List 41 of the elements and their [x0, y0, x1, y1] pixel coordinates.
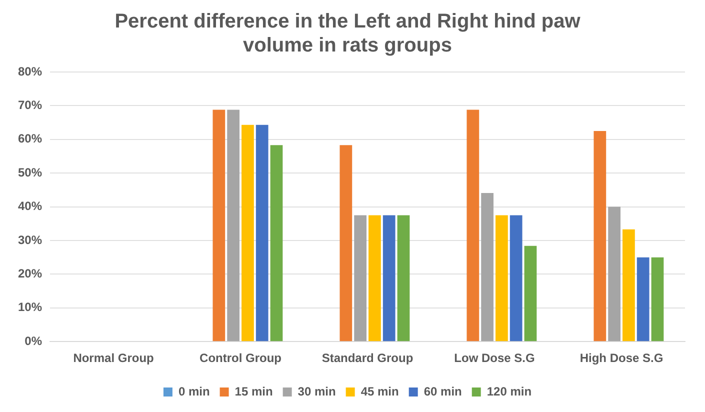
legend-label: 30 min — [298, 384, 336, 398]
bar — [340, 145, 352, 342]
y-tick-label: 10% — [18, 300, 42, 314]
bar — [510, 215, 522, 342]
bar — [466, 110, 480, 342]
x-tick-label: High Dose S.G — [580, 351, 664, 366]
y-tick-label: 50% — [18, 165, 42, 180]
x-tick-label: Control Group — [200, 351, 282, 366]
bar — [622, 229, 635, 342]
bar — [496, 215, 508, 342]
bar — [397, 215, 410, 342]
bar — [524, 246, 537, 342]
y-tick-label: 40% — [18, 199, 42, 214]
y-tick-label: 30% — [18, 232, 42, 247]
legend-label: 45 min — [360, 384, 399, 398]
bar — [651, 257, 664, 342]
y-tick-label: 60% — [18, 132, 42, 146]
legend-label: 120 min — [486, 384, 532, 398]
y-tick-label: 20% — [18, 266, 42, 281]
legend-label: 0 min — [178, 384, 210, 398]
bar — [270, 145, 283, 342]
x-tick-label: Normal Group — [73, 351, 154, 366]
x-tick-label: Low Dose S.G — [454, 351, 535, 366]
chart-title: Percent difference in the Left and Right hind paw volume in rats groups — [114, 10, 581, 57]
x-tick-label: Standard Group — [322, 351, 414, 366]
y-tick-label: 0% — [24, 334, 42, 348]
legend-label: 15 min — [234, 384, 273, 398]
bar — [242, 124, 254, 342]
bar — [481, 192, 494, 342]
y-tick-label: 70% — [18, 98, 42, 112]
bar — [636, 257, 650, 342]
bar — [256, 124, 268, 342]
bar — [354, 215, 366, 342]
bar — [382, 215, 396, 342]
bar — [227, 110, 240, 342]
bar — [594, 130, 606, 342]
bar — [368, 215, 381, 342]
y-tick-label: 80% — [18, 64, 42, 78]
bar — [212, 110, 226, 342]
bar — [608, 206, 620, 342]
legend-label: 60 min — [424, 384, 462, 398]
